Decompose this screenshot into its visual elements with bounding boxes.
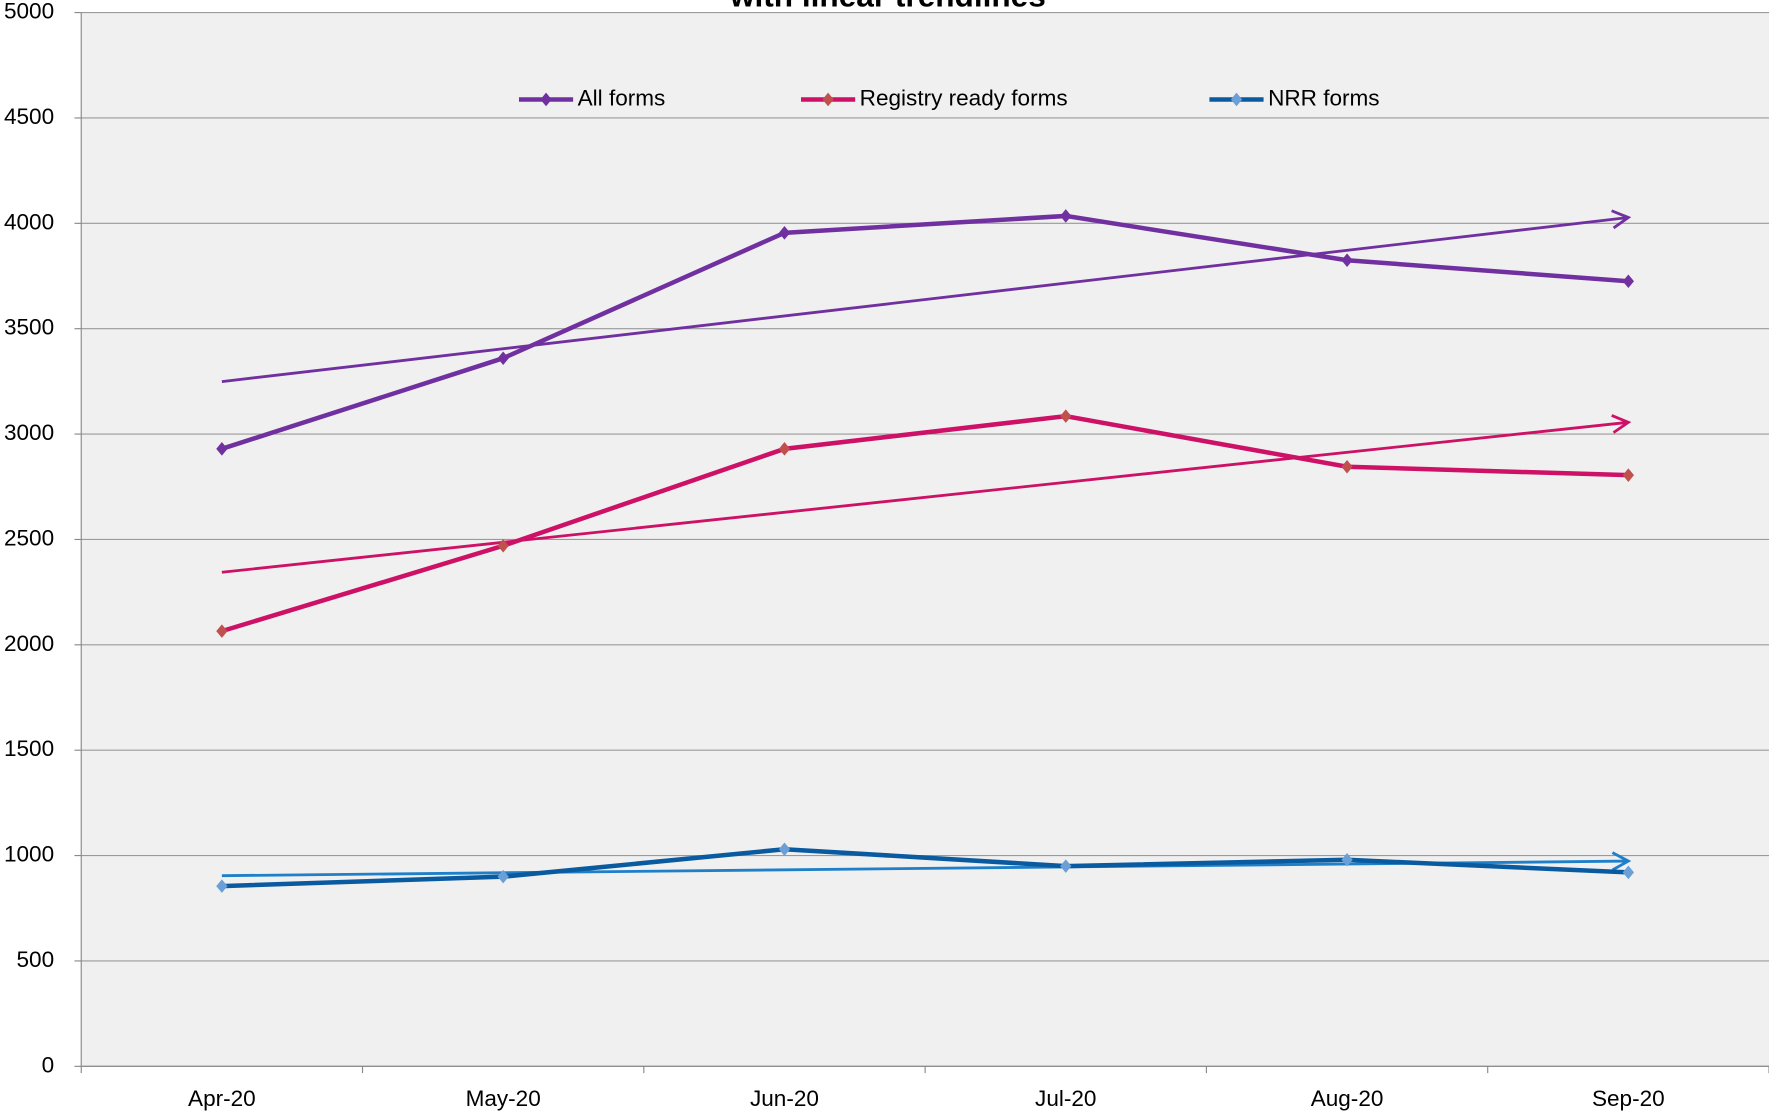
legend-label: All forms <box>578 85 666 110</box>
y-tick-label: 500 <box>17 947 55 972</box>
marker <box>497 539 509 553</box>
trendline <box>221 420 1629 574</box>
series-line <box>221 213 1629 451</box>
marker <box>1622 468 1634 482</box>
trendline-arrow <box>1611 209 1632 230</box>
x-tick-label: Aug-20 <box>1311 1086 1384 1111</box>
y-tick-label: 2500 <box>4 525 54 550</box>
series-line <box>221 413 1629 634</box>
y-tick-label: 5000 <box>4 0 54 24</box>
legend-label: NRR forms <box>1268 85 1379 110</box>
y-tick-label: 1000 <box>4 842 54 867</box>
y-tick-label: 4500 <box>4 104 54 129</box>
legend-label: Registry ready forms <box>860 85 1068 110</box>
trendline-arrow <box>1611 851 1632 872</box>
x-tick-label: Apr-20 <box>188 1086 256 1111</box>
marker <box>1622 865 1634 880</box>
y-tick-label: 3000 <box>4 420 54 445</box>
trendline <box>221 216 1629 383</box>
y-tick-label: 1500 <box>4 736 54 761</box>
legend-marker <box>540 92 552 107</box>
series-line <box>221 846 1629 889</box>
marker <box>216 442 228 456</box>
marker <box>1622 274 1634 289</box>
x-tick-label: Jul-20 <box>1035 1086 1096 1111</box>
x-tick-label: May-20 <box>466 1086 541 1111</box>
marker <box>216 624 228 638</box>
y-tick-label: 2000 <box>4 631 54 656</box>
chart-title: with linear trendlines <box>729 0 1046 13</box>
marker <box>1341 853 1353 867</box>
x-tick-label: Jun-20 <box>750 1086 819 1111</box>
legend-marker <box>822 92 834 107</box>
marker <box>216 879 228 893</box>
trendline-arrow <box>1611 414 1632 434</box>
x-tick-label: Sep-20 <box>1592 1086 1665 1111</box>
marker <box>497 869 509 884</box>
y-tick-label: 0 <box>42 1052 55 1077</box>
y-tick-label: 3500 <box>4 315 54 340</box>
y-tick-label: 4000 <box>4 209 54 234</box>
legend-marker <box>1230 92 1243 107</box>
marker <box>1341 253 1353 267</box>
